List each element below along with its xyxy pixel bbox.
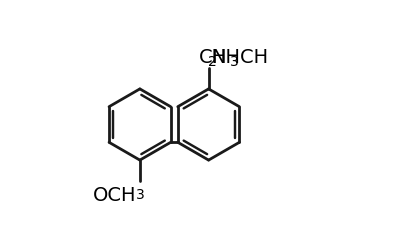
Text: OCH: OCH <box>93 185 136 204</box>
Text: 3: 3 <box>136 187 145 201</box>
Text: 3: 3 <box>230 54 239 68</box>
Text: 2: 2 <box>208 54 217 68</box>
Text: CH: CH <box>199 48 227 66</box>
Text: NHCH: NHCH <box>211 48 268 66</box>
